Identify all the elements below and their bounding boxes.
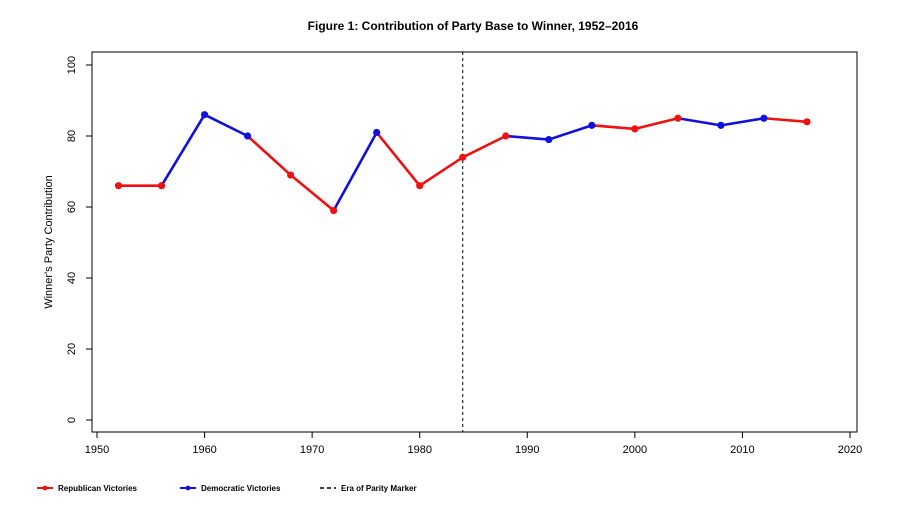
- segment-2012-2016: [762, 116, 809, 124]
- segment-2000-2004: [633, 116, 680, 131]
- legend-item-parity-marker: Era of Parity Marker: [320, 484, 417, 493]
- point-2012: [760, 114, 768, 122]
- point-1984: [459, 153, 467, 161]
- plot-area: 1950 1960 1970 1980 1990 2000 2010 2020 0 20 40 60 8…: [43, 51, 862, 456]
- y-tick-label-0: 0: [66, 417, 78, 423]
- point-1996: [588, 121, 596, 129]
- point-1968: [287, 171, 295, 179]
- segment-1964-1968: [246, 134, 292, 177]
- legend-label-republican: Republican Victories: [58, 484, 138, 493]
- point-1980: [416, 182, 424, 190]
- point-2008: [717, 121, 725, 129]
- segment-1972-1976: [332, 131, 378, 212]
- legend: Republican Victories Democratic Victories…: [37, 484, 417, 493]
- point-1960: [200, 111, 209, 119]
- x-tick-label-2020: 2020: [838, 444, 862, 456]
- segment-1956-1960: [160, 113, 206, 187]
- legend-marker-democratic: [185, 485, 191, 491]
- segment-1988-1992: [504, 134, 551, 141]
- segment-1996-2000: [590, 124, 637, 131]
- y-tick-label-100: 100: [66, 56, 78, 74]
- x-tick-label-1960: 1960: [192, 444, 216, 456]
- point-1956: [157, 182, 166, 190]
- point-1972: [330, 206, 338, 215]
- legend-item-democratic: Democratic Victories: [180, 484, 281, 493]
- x-tick-label-1970: 1970: [300, 444, 324, 456]
- y-axis-label: Winner's Party Contribution: [43, 175, 55, 309]
- y-tick-label-60: 60: [66, 201, 78, 213]
- legend-label-democratic: Democratic Victories: [201, 484, 281, 493]
- point-1952: [114, 182, 123, 190]
- legend-item-republican: Republican Victories: [37, 484, 138, 493]
- plot-frame: [91, 51, 858, 433]
- legend-marker-republican: [42, 485, 48, 491]
- chart-title: Figure 1: Contribution of Party Base to …: [308, 19, 639, 33]
- segment-1992-1996: [547, 124, 594, 141]
- y-tick-label-20: 20: [66, 343, 78, 355]
- x-tick-label-1950: 1950: [85, 444, 109, 456]
- point-2000: [631, 125, 639, 133]
- y-tick-label-80: 80: [66, 130, 78, 142]
- segment-1980-1984: [418, 156, 465, 187]
- segment-2004-2008: [676, 116, 723, 127]
- point-1992: [545, 135, 553, 144]
- x-tick-label-2010: 2010: [730, 444, 754, 456]
- segment-1968-1972: [289, 173, 335, 212]
- x-tick-label-1980: 1980: [407, 444, 431, 456]
- segment-1976-1980: [375, 131, 422, 187]
- y-tick-label-40: 40: [66, 272, 78, 284]
- point-1964: [244, 132, 252, 140]
- segment-1960-1964: [203, 113, 249, 138]
- point-2016: [803, 118, 811, 126]
- segment-2008-2012: [719, 116, 766, 127]
- x-tick-label-1990: 1990: [515, 444, 539, 456]
- point-2004: [674, 114, 682, 122]
- legend-label-parity-marker: Era of Parity Marker: [341, 484, 417, 493]
- point-1976: [373, 128, 381, 137]
- x-tick-label-2000: 2000: [623, 444, 647, 456]
- segment-1984-1988: [461, 134, 508, 159]
- point-1988: [502, 132, 510, 140]
